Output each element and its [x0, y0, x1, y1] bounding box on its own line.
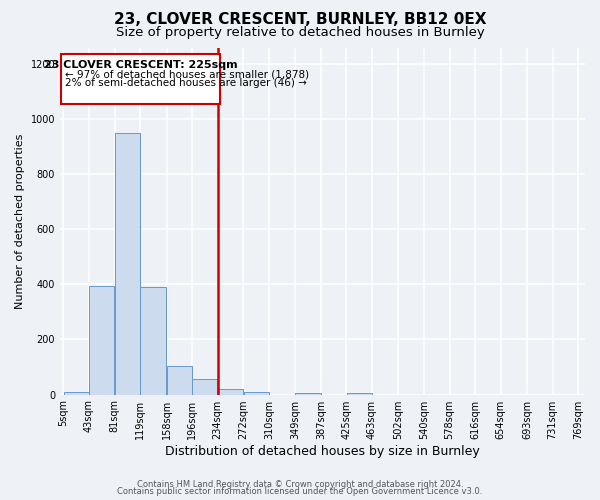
Text: 23, CLOVER CRESCENT, BURNLEY, BB12 0EX: 23, CLOVER CRESCENT, BURNLEY, BB12 0EX — [114, 12, 486, 28]
Text: Contains public sector information licensed under the Open Government Licence v3: Contains public sector information licen… — [118, 487, 482, 496]
Bar — [193, 380, 217, 394]
Bar — [244, 392, 269, 394]
Text: ← 97% of detached houses are smaller (1,878): ← 97% of detached houses are smaller (1,… — [65, 70, 309, 80]
Text: 23 CLOVER CRESCENT: 225sqm: 23 CLOVER CRESCENT: 225sqm — [44, 60, 238, 70]
X-axis label: Distribution of detached houses by size in Burnley: Distribution of detached houses by size … — [165, 444, 480, 458]
Text: 2% of semi-detached houses are larger (46) →: 2% of semi-detached houses are larger (4… — [65, 78, 307, 88]
Bar — [140, 287, 166, 395]
Text: Size of property relative to detached houses in Burnley: Size of property relative to detached ho… — [116, 26, 484, 39]
Bar — [64, 392, 89, 394]
Bar — [295, 393, 320, 394]
Bar — [347, 393, 372, 394]
Text: Contains HM Land Registry data © Crown copyright and database right 2024.: Contains HM Land Registry data © Crown c… — [137, 480, 463, 489]
Y-axis label: Number of detached properties: Number of detached properties — [15, 134, 25, 308]
Bar — [115, 133, 140, 394]
Bar — [167, 366, 192, 394]
Bar — [218, 389, 243, 394]
Bar — [89, 286, 115, 395]
FancyBboxPatch shape — [61, 54, 220, 104]
